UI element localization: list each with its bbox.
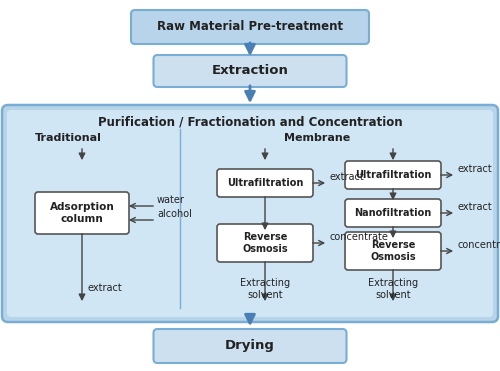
Text: Adsorption
column: Adsorption column [50,202,114,224]
FancyBboxPatch shape [217,169,313,197]
Text: Ultrafiltration: Ultrafiltration [227,178,303,188]
FancyBboxPatch shape [35,192,129,234]
Text: extract: extract [458,164,493,174]
FancyBboxPatch shape [2,105,498,322]
FancyBboxPatch shape [154,329,346,363]
Text: Reverse
Osmosis: Reverse Osmosis [242,232,288,254]
Text: alcohol: alcohol [157,209,192,219]
FancyBboxPatch shape [154,55,346,87]
Text: concentrate: concentrate [458,240,500,250]
Text: Traditional: Traditional [34,133,102,143]
Text: extract: extract [330,172,365,182]
Text: Extraction: Extraction [212,65,288,78]
Text: Raw Material Pre-treatment: Raw Material Pre-treatment [157,20,343,33]
Text: extract: extract [87,283,122,293]
Text: Purification / Fractionation and Concentration: Purification / Fractionation and Concent… [98,115,403,128]
Text: extract: extract [458,202,493,212]
Text: Drying: Drying [225,339,275,352]
Text: Extracting
solvent: Extracting solvent [368,278,418,300]
Text: Ultrafiltration: Ultrafiltration [355,170,431,180]
Text: Reverse
Osmosis: Reverse Osmosis [370,240,416,262]
Text: Nanofiltration: Nanofiltration [354,208,432,218]
Text: water: water [157,195,185,205]
FancyBboxPatch shape [345,161,441,189]
FancyBboxPatch shape [345,232,441,270]
Text: concentrate: concentrate [330,232,389,242]
Text: Membrane: Membrane [284,133,350,143]
FancyBboxPatch shape [7,110,493,317]
Text: Extracting
solvent: Extracting solvent [240,278,290,300]
FancyBboxPatch shape [131,10,369,44]
FancyBboxPatch shape [217,224,313,262]
FancyBboxPatch shape [345,199,441,227]
